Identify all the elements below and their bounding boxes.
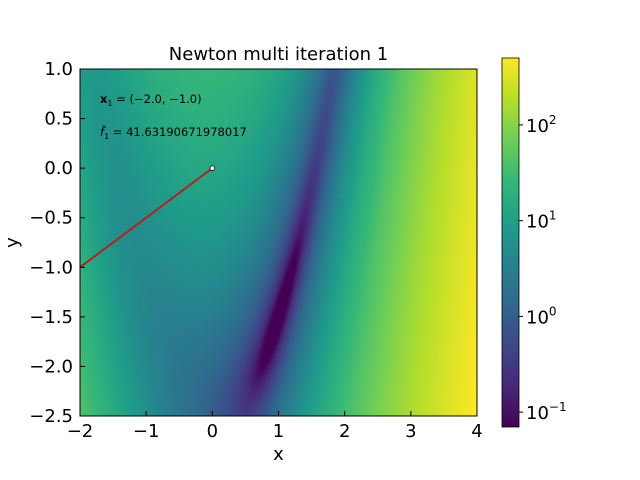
objective-value: = 41.63190671978017 (109, 125, 247, 139)
y-tick-label: 1.0 (44, 59, 73, 80)
iterate-value: = (−2.0, −1.0) (113, 92, 202, 106)
objective-annotation: f̃1 = 41.63190671978017 (100, 125, 247, 141)
x-tick-label: 4 (471, 421, 482, 442)
x-tick-label: 2 (339, 421, 350, 442)
colorbar-axis: 10−1 100 101 102 (519, 113, 567, 424)
y-tick-label: 0.5 (44, 109, 73, 130)
x-tick-label: −1 (133, 421, 160, 442)
heatmap (80, 69, 477, 416)
x-tick-label: 0 (207, 421, 218, 442)
colorbar-tick-label: 10−1 (526, 400, 567, 424)
y-tick-label: 0.0 (44, 158, 73, 179)
iteration-point-marker (210, 166, 215, 171)
colorbar-tick-label: 100 (526, 304, 557, 328)
y-tick-label: −1.5 (29, 307, 73, 328)
colorbar (502, 58, 519, 427)
colorbar-tick-label: 101 (526, 209, 557, 233)
colorbar-tick-label: 102 (526, 113, 557, 137)
y-tick-label: −2.5 (29, 406, 73, 427)
y-axis: 1.0 0.5 0.0 −0.5 −1.0 −1.5 −2.0 −2.5 (29, 59, 85, 427)
y-tick-label: −1.0 (29, 257, 73, 278)
y-tick-label: −0.5 (29, 208, 73, 229)
iterate-annotation: x1 = (−2.0, −1.0) (100, 92, 202, 108)
x-tick-label: 3 (405, 421, 416, 442)
x-axis-label: x (273, 444, 284, 465)
chart-title: Newton multi iteration 1 (169, 44, 388, 65)
y-tick-label: −2.0 (29, 356, 73, 377)
x-tick-label: 1 (273, 421, 284, 442)
heatmap-image (80, 69, 477, 416)
y-axis-label: y (2, 237, 23, 248)
